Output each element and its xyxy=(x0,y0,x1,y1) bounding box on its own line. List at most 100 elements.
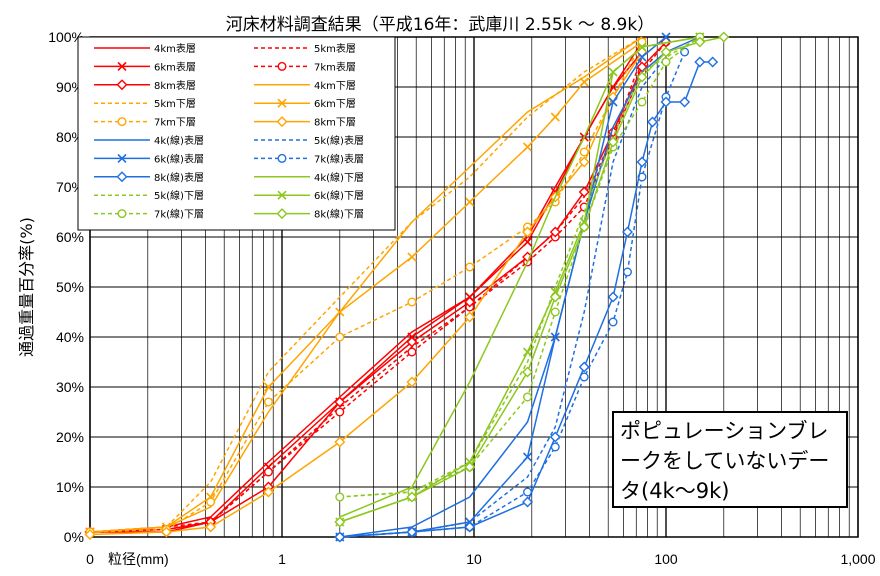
data-point xyxy=(334,436,346,448)
legend-label: 7k(線)表層 xyxy=(314,152,364,165)
y-tick-label: 70% xyxy=(56,179,84,195)
series-5km下層 xyxy=(89,36,643,533)
data-point xyxy=(660,96,672,108)
data-point xyxy=(694,36,706,48)
legend-label: 5km表層 xyxy=(314,42,356,55)
y-axis-label: 通過重量百分率(%) xyxy=(17,217,36,357)
legend-item: 6km下層 xyxy=(254,98,356,110)
data-point xyxy=(263,397,273,407)
data-point xyxy=(578,221,590,233)
data-point xyxy=(522,226,534,238)
y-tick-label: 50% xyxy=(56,279,84,295)
data-point xyxy=(608,97,618,107)
legend-label: 8k(線)表層 xyxy=(154,171,204,184)
data-point xyxy=(116,171,128,183)
y-tick-label: 30% xyxy=(56,379,84,395)
legend-item: 6km表層 xyxy=(94,60,196,73)
series-layer xyxy=(84,31,730,543)
data-point xyxy=(694,56,706,68)
legend-item: 7km下層 xyxy=(94,117,196,129)
legend-label: 6km下層 xyxy=(314,98,356,110)
data-point xyxy=(607,291,619,303)
data-point xyxy=(523,392,533,402)
data-point xyxy=(464,296,476,308)
series-line xyxy=(89,36,643,533)
data-point xyxy=(646,116,658,128)
data-point xyxy=(661,57,671,67)
data-point xyxy=(622,267,632,277)
data-point xyxy=(661,32,671,42)
legend-item: 8km下層 xyxy=(254,116,356,129)
legend-item: 5km下層 xyxy=(94,98,196,110)
x-tick-labels: 0 1 10 100 1,000 xyxy=(86,551,876,567)
data-point xyxy=(550,307,560,317)
legend-label: 8k(線)下層 xyxy=(314,208,364,221)
legend-label: 6k(線)下層 xyxy=(314,189,364,202)
y-tick-label: 40% xyxy=(56,329,84,345)
legend-item: 4km下層 xyxy=(254,80,356,92)
data-point xyxy=(464,311,476,323)
y-tick-label: 0% xyxy=(64,529,84,545)
data-point xyxy=(637,42,647,52)
legend-label: 8km表層 xyxy=(154,79,196,92)
legend-item: 6k(線)下層 xyxy=(254,189,364,202)
data-point xyxy=(608,67,618,77)
series-line xyxy=(89,36,643,533)
data-point xyxy=(607,136,619,148)
data-point xyxy=(263,467,273,477)
legend-item: 4km表層 xyxy=(94,42,196,55)
series-line xyxy=(339,36,701,498)
data-point xyxy=(117,209,127,219)
x-tick-label: 0 xyxy=(86,551,94,567)
x-tick-label: 1 xyxy=(278,551,286,567)
data-point xyxy=(621,226,633,238)
legend-label: 4k(線)表層 xyxy=(154,134,204,147)
series-5k(線)下層 xyxy=(339,36,701,498)
data-point xyxy=(406,491,418,503)
legend-item: 8km表層 xyxy=(94,79,196,92)
data-point xyxy=(406,376,418,388)
data-point xyxy=(718,31,730,43)
legend-label: 4km下層 xyxy=(314,80,356,92)
data-point xyxy=(277,190,287,200)
data-point xyxy=(549,291,561,303)
data-point xyxy=(522,347,533,357)
data-point xyxy=(117,117,127,127)
legend-item: 8k(線)下層 xyxy=(254,208,364,221)
x-tick-label: 100 xyxy=(654,551,678,567)
data-point xyxy=(679,96,691,108)
data-point xyxy=(578,186,590,198)
data-point xyxy=(464,461,476,473)
series-line xyxy=(89,51,643,536)
data-point xyxy=(637,37,647,47)
data-point xyxy=(637,52,647,62)
series-8k(線)下層 xyxy=(334,31,730,528)
plot-frame xyxy=(89,36,859,538)
data-point xyxy=(549,226,561,238)
data-point xyxy=(335,407,345,417)
legend-label: 5k(線)表層 xyxy=(314,134,364,147)
data-point xyxy=(550,332,560,342)
data-point xyxy=(407,297,417,307)
legend-item: 5km表層 xyxy=(254,42,356,55)
legend: 4km表層 5km表層 6km表層 7km表層 8km表層 4km下層 5km下層 6km下層… xyxy=(77,36,396,231)
data-point xyxy=(707,56,719,68)
data-point xyxy=(578,156,590,168)
data-point xyxy=(276,116,288,128)
data-point xyxy=(465,262,475,272)
data-point xyxy=(406,526,418,538)
data-point xyxy=(522,366,534,378)
data-point xyxy=(277,98,287,108)
legend-item: 7k(線)下層 xyxy=(94,208,204,221)
series-line xyxy=(339,36,701,498)
data-point xyxy=(262,486,274,498)
legend-item: 5k(線)表層 xyxy=(254,134,364,147)
data-point xyxy=(579,77,589,87)
data-point xyxy=(263,382,274,392)
data-point xyxy=(160,526,172,538)
legend-label: 5k(線)下層 xyxy=(154,189,204,202)
data-point xyxy=(550,112,560,122)
y-tick-label: 20% xyxy=(56,429,84,445)
legend-item: 8k(線)表層 xyxy=(94,171,204,184)
